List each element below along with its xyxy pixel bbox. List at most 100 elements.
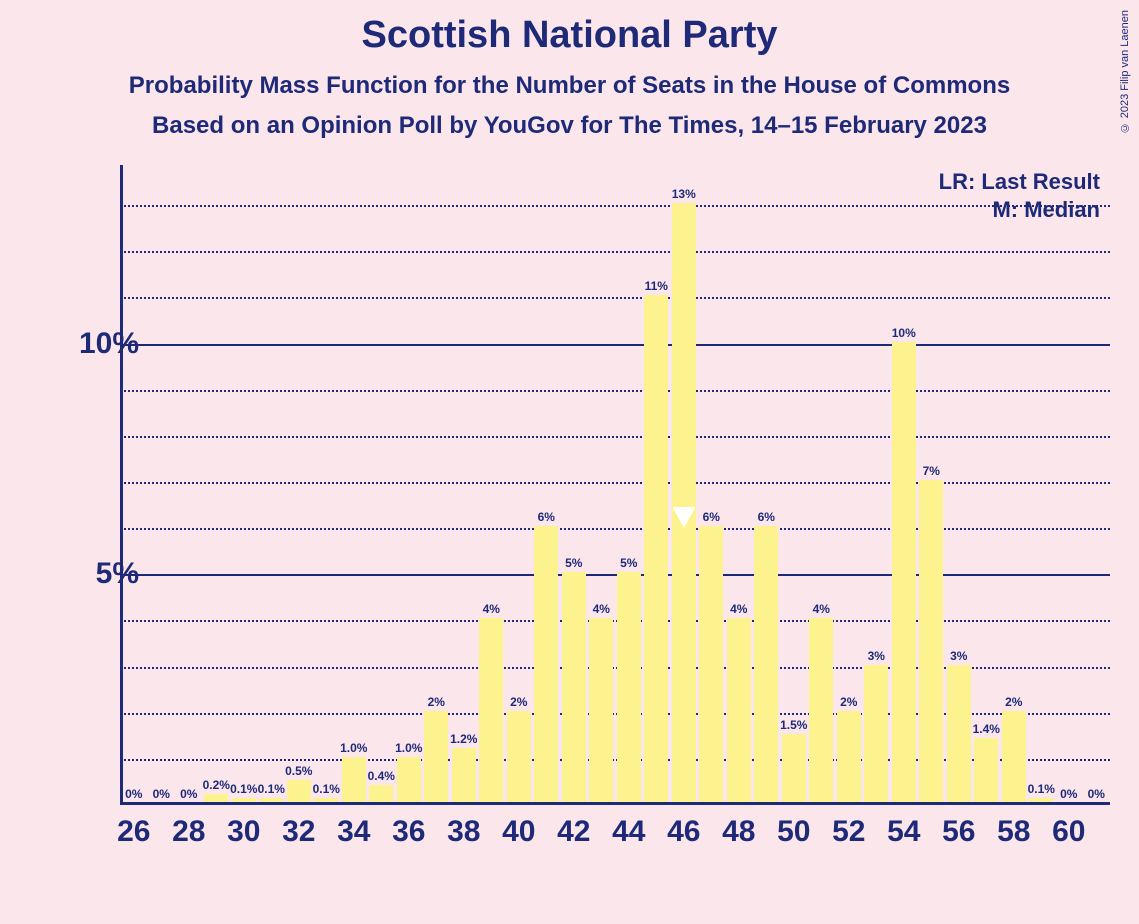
bar [809,618,833,803]
bar [837,711,861,803]
bar [452,748,476,803]
x-axis [120,802,1110,805]
y-tick-label: 10% [49,327,139,361]
x-tick-label: 38 [447,815,480,849]
bar-value-label: 1.2% [450,732,477,746]
x-tick-label: 28 [172,815,205,849]
bar-value-label: 2% [510,695,527,709]
plot-area: LR: Last Result M: Median 0%0%0%0.2%0.1%… [120,165,1110,805]
bar [919,480,943,803]
x-tick-label: 58 [997,815,1030,849]
bar-value-label: 0.2% [203,778,230,792]
x-tick-label: 60 [1052,815,1085,849]
chart-canvas: © 2023 Filip van Laenen Scottish Nationa… [0,0,1139,924]
bar-value-label: 3% [868,649,885,663]
bar-value-label: 4% [593,602,610,616]
bar [644,295,668,803]
x-tick-label: 44 [612,815,645,849]
bar-value-label: 1.0% [340,741,367,755]
grid-minor-line [120,251,1110,253]
x-tick-label: 46 [667,815,700,849]
x-tick-label: 32 [282,815,315,849]
chart-title: Scottish National Party [0,14,1139,57]
chart-subtitle-1: Probability Mass Function for the Number… [0,72,1139,100]
bar-value-label: 1.4% [973,722,1000,736]
grid-major-line [120,574,1110,576]
grid-major-line [120,344,1110,346]
bar-value-label: 1.0% [395,741,422,755]
bar [947,665,971,803]
x-tick-label: 30 [227,815,260,849]
bar-value-label: 13% [672,187,696,201]
bar [892,342,916,803]
bar-value-label: 0% [1088,787,1105,801]
bar [1002,711,1026,803]
bar-value-label: 0% [1060,787,1077,801]
bar-value-label: 4% [813,602,830,616]
bar-value-label: 0% [125,787,142,801]
x-tick-label: 56 [942,815,975,849]
bar-value-label: 6% [758,510,775,524]
bar [589,618,613,803]
bar-value-label: 0.1% [258,782,285,796]
x-tick-label: 40 [502,815,535,849]
bar-value-label: 10% [892,326,916,340]
bar [782,734,806,803]
grid-minor-line [120,620,1110,622]
bar [727,618,751,803]
bar [534,526,558,803]
bar-value-label: 2% [1005,695,1022,709]
bar-value-label: 6% [703,510,720,524]
x-tick-label: 50 [777,815,810,849]
bar-value-label: 3% [950,649,967,663]
bar [754,526,778,803]
x-tick-label: 26 [117,815,150,849]
x-tick-label: 42 [557,815,590,849]
grid-minor-line [120,482,1110,484]
bar-value-label: 11% [645,279,668,293]
y-tick-label: 5% [49,557,139,591]
grid-minor-line [120,528,1110,530]
grid-minor-line [120,297,1110,299]
bar [672,203,696,803]
grid-minor-line [120,205,1110,207]
bar-value-label: 0.1% [313,782,340,796]
bar [342,757,366,803]
grid-minor-line [120,390,1110,392]
chart-subtitle-2: Based on an Opinion Poll by YouGov for T… [0,112,1139,140]
bar-value-label: 5% [620,556,637,570]
bar [562,572,586,803]
bar-value-label: 0.1% [230,782,257,796]
bar [424,711,448,803]
bar [479,618,503,803]
bar [699,526,723,803]
bar [864,665,888,803]
median-marker-icon [673,507,695,529]
bar-value-label: 0.1% [1028,782,1055,796]
bar-value-label: 5% [565,556,582,570]
bar-value-label: 7% [923,464,940,478]
bar [974,738,998,803]
bar [369,785,393,803]
x-tick-label: 54 [887,815,920,849]
bar-value-label: 0% [153,787,170,801]
bar [287,780,311,803]
bar-value-label: 4% [483,602,500,616]
bar-value-label: 1.5% [780,718,807,732]
x-tick-label: 34 [337,815,370,849]
bar-value-label: 2% [840,695,857,709]
bar-value-label: 2% [428,695,445,709]
bar [507,711,531,803]
grid-minor-line [120,436,1110,438]
bar-value-label: 0% [180,787,197,801]
bar-value-label: 0.4% [368,769,395,783]
bar-value-label: 4% [730,602,747,616]
y-axis [120,165,123,805]
bar [617,572,641,803]
x-tick-label: 52 [832,815,865,849]
bar [397,757,421,803]
bar-value-label: 6% [538,510,555,524]
bar-value-label: 0.5% [285,764,312,778]
x-tick-label: 36 [392,815,425,849]
x-tick-label: 48 [722,815,755,849]
